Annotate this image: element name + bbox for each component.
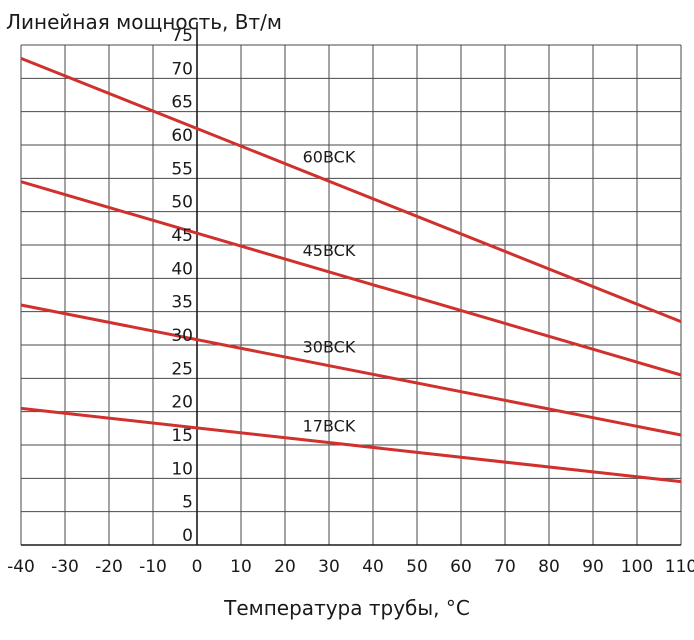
- x-tick-label: 110: [665, 557, 694, 577]
- series-label: 60BCK: [303, 148, 356, 167]
- y-tick-label: 20: [171, 393, 193, 413]
- y-tick-label: 65: [171, 93, 193, 113]
- x-tick-label: -30: [51, 557, 79, 577]
- series-label: 30BCK: [303, 337, 356, 356]
- series-line: [20, 180, 682, 377]
- series-line: [20, 406, 682, 484]
- y-tick-label: 55: [171, 159, 193, 179]
- x-axis-title: Температура трубы, °С: [224, 596, 470, 620]
- x-tick-label: 40: [362, 557, 384, 577]
- axis-layer: [21, 22, 681, 546]
- series-line: [20, 56, 682, 324]
- y-tick-label: 70: [171, 59, 193, 79]
- x-tick-label: 20: [274, 557, 296, 577]
- x-tick-label: -10: [139, 557, 167, 577]
- chart-title: Линейная мощность, Вт/м: [6, 10, 282, 34]
- series-label: 45BCK: [303, 241, 356, 260]
- y-tick-label: 60: [171, 126, 193, 146]
- x-tick-label: 80: [538, 557, 560, 577]
- series-line: [20, 303, 682, 437]
- y-tick-label: 75: [171, 26, 193, 46]
- y-tick-label: 10: [171, 459, 193, 479]
- y-tick-label: 45: [171, 226, 193, 246]
- x-tick-label: 0: [192, 557, 203, 577]
- y-tick-label: 25: [171, 359, 193, 379]
- x-tick-label: 30: [318, 557, 340, 577]
- y-tick-label: 5: [182, 493, 193, 513]
- y-tick-label: 35: [171, 293, 193, 313]
- x-tick-label: -40: [7, 557, 35, 577]
- x-tick-label: 70: [494, 557, 516, 577]
- y-tick-label: 40: [171, 259, 193, 279]
- y-tick-label: 0: [182, 526, 193, 546]
- y-tick-label: 30: [171, 326, 193, 346]
- y-tick-label: 50: [171, 193, 193, 213]
- x-tick-label: -20: [95, 557, 123, 577]
- tick-layer: -40 -30 -20 -10 0 10 20 30 40 50 60 70 80 90 100 110 0 5 1…: [7, 26, 694, 577]
- series-label-layer: 60BCK 45BCK 30BCK 17BCK: [303, 148, 356, 436]
- x-tick-label: 60: [450, 557, 472, 577]
- x-tick-label: 90: [582, 557, 604, 577]
- series-label: 17BCK: [303, 417, 356, 436]
- x-tick-label: 10: [230, 557, 252, 577]
- x-tick-label: 50: [406, 557, 428, 577]
- y-tick-label: 15: [171, 426, 193, 446]
- series-layer: [20, 56, 682, 484]
- x-tick-label: 100: [621, 557, 653, 577]
